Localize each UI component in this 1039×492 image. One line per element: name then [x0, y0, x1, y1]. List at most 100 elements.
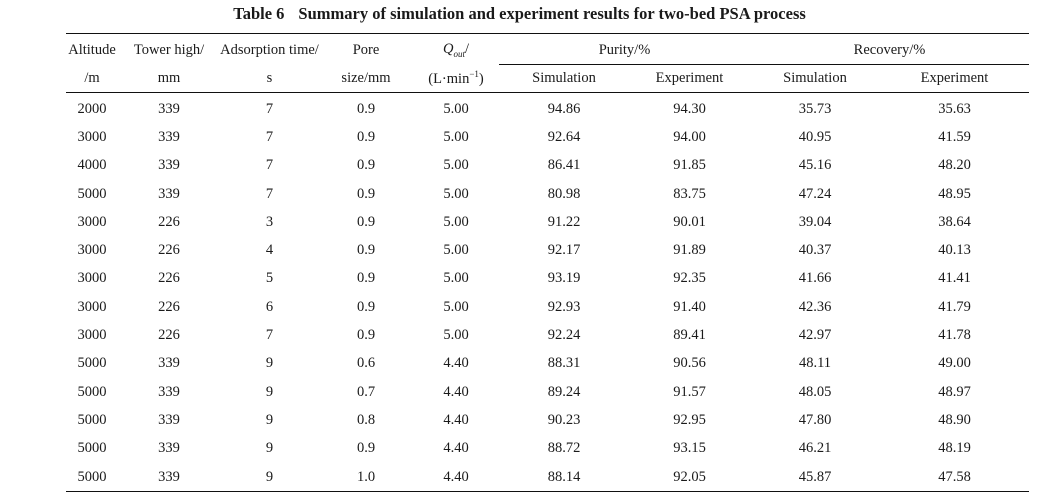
cell-adsorption-time: 9: [265, 468, 274, 485]
cell-q-out: 5.00: [443, 213, 469, 230]
cell-purity-experiment: 92.05: [673, 468, 706, 485]
cell-q-out: 5.00: [443, 242, 469, 259]
header-pore: Pore: [352, 41, 380, 58]
cell-recovery-experiment: 41.78: [938, 327, 971, 344]
cell-recovery-simulation: 42.97: [798, 327, 832, 344]
cell-q-out: 4.40: [443, 383, 469, 400]
results-table: Altitude Tower high/ Adsorption time/ Po…: [66, 33, 1030, 492]
cell-adsorption-time: 3: [265, 213, 274, 230]
cell-q-out: 4.40: [443, 468, 469, 485]
cell-pore-size: 0.9: [356, 298, 376, 315]
header-recovery: Recovery/%: [750, 33, 1030, 65]
cell-recovery-simulation: 48.05: [798, 383, 832, 400]
cell-recovery-experiment: 38.64: [938, 213, 971, 230]
cell-recovery-simulation: 45.16: [798, 157, 832, 174]
cell-tower-height: 226: [158, 327, 180, 344]
cell-pore-size: 0.9: [356, 327, 376, 344]
cell-adsorption-time: 9: [265, 440, 274, 457]
cell-recovery-experiment: 49.00: [938, 355, 971, 372]
cell-pore-size: 0.7: [356, 383, 376, 400]
cell-pore-size: 0.9: [356, 270, 376, 287]
cell-q-out: 5.00: [443, 298, 469, 315]
cell-altitude: 3000: [77, 242, 107, 259]
header-recovery-simulation: Simulation: [750, 64, 880, 93]
cell-pore-size: 0.9: [356, 100, 376, 117]
cell-adsorption-time: 7: [265, 128, 274, 145]
cell-recovery-simulation: 48.11: [798, 355, 832, 372]
cell-purity-experiment: 91.40: [673, 298, 706, 315]
cell-q-out: 5.00: [443, 270, 469, 287]
q-slash: /: [464, 41, 470, 58]
table-title: Summary of simulation and experiment res…: [298, 4, 806, 23]
cell-recovery-simulation: 40.95: [798, 128, 832, 145]
cell-recovery-simulation: 42.36: [798, 298, 832, 315]
cell-recovery-simulation: 47.80: [798, 411, 832, 428]
cell-adsorption-time: 9: [265, 355, 274, 372]
header-pore-unit: size/mm: [319, 64, 413, 93]
cell-purity-simulation: 89.24: [547, 383, 581, 400]
cell-altitude: 5000: [77, 185, 107, 202]
q-unit-post: ): [478, 70, 484, 87]
cell-recovery-experiment: 47.58: [938, 468, 971, 485]
cell-q-out: 4.40: [443, 440, 469, 457]
cell-tower-height: 339: [158, 440, 180, 457]
cell-purity-simulation: 86.41: [547, 157, 581, 174]
cell-purity-simulation: 90.23: [547, 411, 581, 428]
cell-q-out: 5.00: [443, 327, 469, 344]
cell-altitude: 3000: [77, 213, 107, 230]
table-caption: Table 6 Summary of simulation and experim…: [0, 4, 1039, 24]
cell-purity-simulation: 92.24: [547, 327, 581, 344]
header-adsorption-unit: s: [220, 64, 319, 93]
table-row: 5000 339 9 0.7 4.40 89.24 91.57 48.05 48.97: [66, 378, 1029, 406]
header-q-unit: (L·min−1): [413, 64, 499, 93]
cell-purity-experiment: 91.89: [673, 242, 706, 259]
cell-purity-experiment: 89.41: [673, 327, 706, 344]
cell-purity-simulation: 94.86: [547, 100, 581, 117]
q-subscript: out: [453, 49, 465, 60]
cell-q-out: 5.00: [443, 185, 469, 202]
cell-purity-simulation: 88.72: [547, 440, 581, 457]
table-row: 2000 339 7 0.9 5.00 94.86 94.30 35.73 35.63: [66, 93, 1029, 124]
cell-purity-simulation: 92.93: [547, 298, 581, 315]
table-row: 5000 339 9 0.6 4.40 88.31 90.56 48.11 49.00: [66, 350, 1029, 378]
cell-recovery-experiment: 41.59: [938, 128, 971, 145]
cell-purity-simulation: 92.17: [547, 242, 581, 259]
cell-adsorption-time: 5: [265, 270, 274, 287]
cell-pore-size: 0.9: [356, 242, 376, 259]
cell-tower-height: 339: [158, 157, 180, 174]
cell-purity-simulation: 91.22: [547, 213, 581, 230]
cell-pore-size: 0.9: [356, 440, 376, 457]
header-purity-simulation: Simulation: [499, 64, 629, 93]
header-tower: Tower high/: [133, 41, 205, 58]
cell-altitude: 3000: [77, 327, 107, 344]
cell-recovery-simulation: 39.04: [798, 213, 832, 230]
cell-altitude: 3000: [77, 270, 107, 287]
table-row: 3000 339 7 0.9 5.00 92.64 94.00 40.95 41.59: [66, 123, 1029, 151]
cell-pore-size: 0.6: [356, 355, 376, 372]
cell-purity-experiment: 92.95: [673, 411, 706, 428]
header-purity-experiment: Experiment: [629, 64, 750, 93]
cell-tower-height: 339: [158, 383, 180, 400]
cell-adsorption-time: 6: [265, 298, 274, 315]
cell-adsorption-time: 7: [265, 100, 274, 117]
table-row: 3000 226 5 0.9 5.00 93.19 92.35 41.66 41.41: [66, 265, 1029, 293]
cell-altitude: 4000: [77, 157, 107, 174]
cell-pore-size: 0.9: [356, 157, 376, 174]
cell-recovery-simulation: 40.37: [798, 242, 832, 259]
q-unit-pre: (L·min: [428, 70, 470, 87]
table-row: 3000 226 7 0.9 5.00 92.24 89.41 42.97 41.78: [66, 321, 1029, 349]
cell-purity-simulation: 93.19: [547, 270, 581, 287]
cell-purity-experiment: 92.35: [673, 270, 706, 287]
cell-purity-experiment: 90.56: [673, 355, 706, 372]
table-row: 3000 226 3 0.9 5.00 91.22 90.01 39.04 38.64: [66, 208, 1029, 236]
cell-pore-size: 0.9: [356, 185, 376, 202]
cell-purity-experiment: 90.01: [673, 213, 706, 230]
cell-adsorption-time: 7: [265, 327, 274, 344]
cell-altitude: 3000: [77, 298, 107, 315]
cell-recovery-experiment: 48.95: [938, 185, 971, 202]
cell-adsorption-time: 9: [265, 411, 274, 428]
cell-q-out: 4.40: [443, 355, 469, 372]
header-tower-unit: mm: [118, 64, 220, 93]
header-q: Qout/: [413, 34, 499, 65]
table-row: 3000 226 6 0.9 5.00 92.93 91.40 42.36 41.79: [66, 293, 1029, 321]
